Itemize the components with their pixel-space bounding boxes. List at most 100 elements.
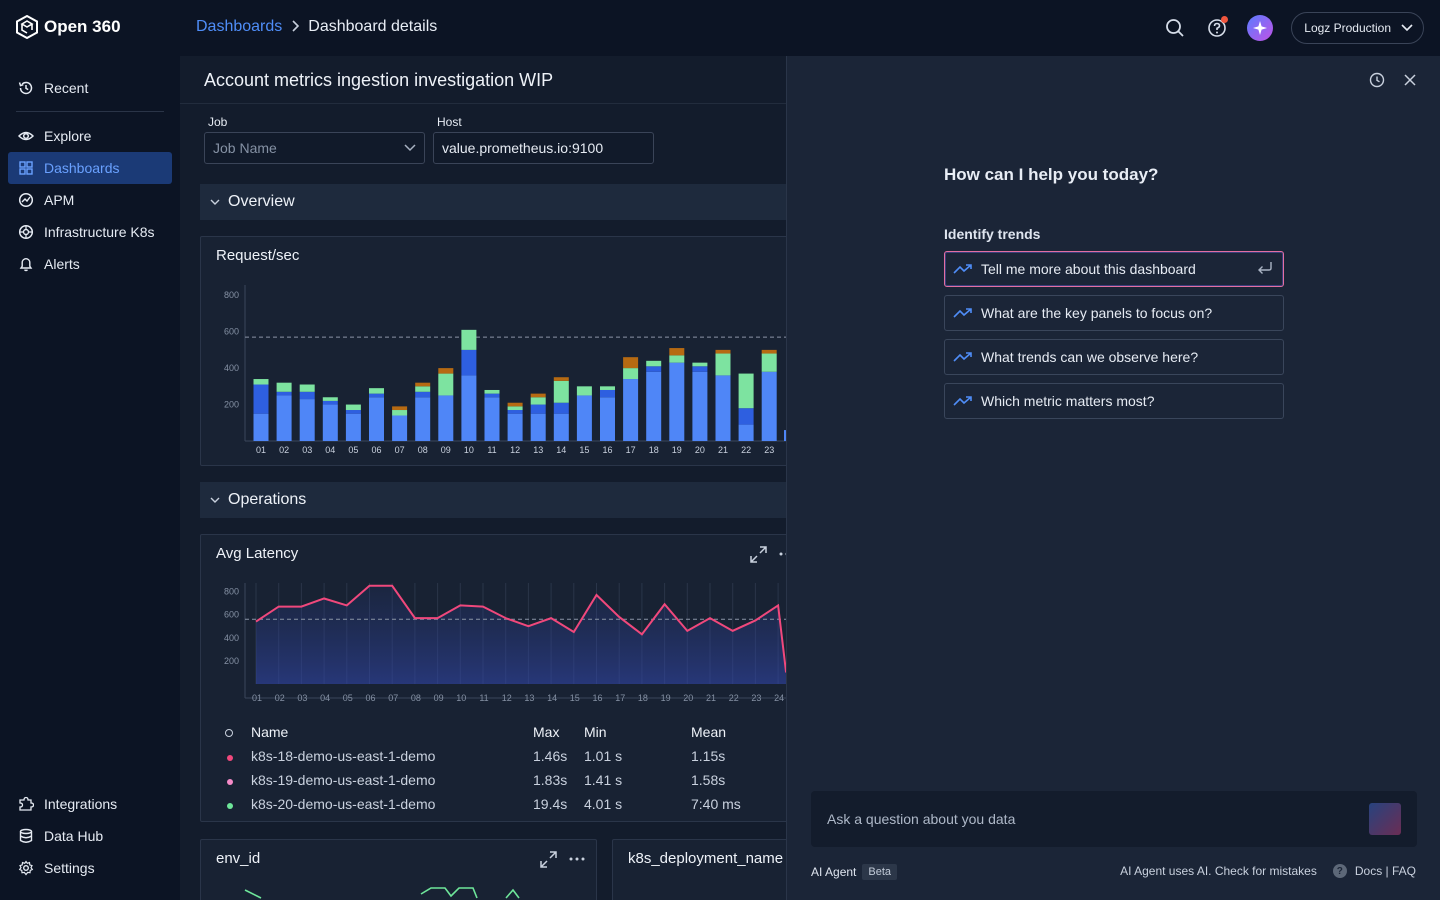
latency-series-line	[255, 584, 786, 673]
panel-title: Request/sec	[216, 247, 300, 264]
trend-up-icon	[953, 396, 972, 406]
suggestion-label: Tell me more about this dashboard	[981, 261, 1196, 277]
env-sparkline	[244, 887, 520, 899]
bar-segment	[623, 379, 639, 441]
x-tick-label: 21	[718, 445, 728, 455]
latency-line-chart: 200 400 600 800 01 02 03 04 05 06 07 08 09 10 11 12 13 14…	[224, 583, 786, 703]
x-tick-label: 14	[547, 693, 557, 703]
bar-segment	[276, 395, 292, 441]
suggestion-button[interactable]: Which metric matters most?	[944, 383, 1284, 419]
breadcrumb-dashboards-link[interactable]: Dashboards	[196, 18, 283, 35]
bar-segment	[646, 366, 662, 372]
sidebar-item-infrastructure-k8s[interactable]: Infrastructure K8s	[8, 216, 172, 248]
panel-title: Avg Latency	[216, 545, 299, 562]
legend-header-max[interactable]: Max	[533, 724, 560, 740]
x-tick-label: 15	[579, 445, 589, 455]
sparkle-icon	[1253, 21, 1268, 35]
bar-segment	[276, 382, 292, 392]
x-tick-label: 13	[533, 445, 543, 455]
y-tick-label: 200	[224, 400, 239, 410]
legend-row[interactable]: k8s-20-demo-us-east-1-demo 19.4s 4.01 s …	[221, 793, 781, 817]
top-actions: Logz Production	[1163, 12, 1424, 44]
legend-row[interactable]: k8s-19-demo-us-east-1-demo 1.83s 1.41 s …	[221, 769, 781, 793]
chevron-down-icon	[1401, 24, 1413, 32]
expand-icon[interactable]	[750, 546, 767, 563]
host-input-value: value.prometheus.io:9100	[442, 140, 604, 156]
brand-logo[interactable]: Open 360	[16, 15, 121, 39]
x-tick-label: 13	[524, 693, 534, 703]
ai-input-placeholder: Ask a question about you data	[827, 811, 1016, 827]
bar-segment	[392, 415, 408, 441]
series-color-dot	[227, 803, 233, 809]
expand-icon[interactable]	[540, 851, 557, 868]
bar-segment	[369, 393, 384, 398]
y-tick-label: 400	[224, 633, 239, 643]
sidebar-item-label: Alerts	[44, 256, 80, 272]
bell-icon	[18, 256, 34, 272]
bar-segment	[623, 357, 639, 369]
x-tick-label: 19	[672, 445, 682, 455]
x-tick-label: 09	[441, 445, 451, 455]
ai-heading: How can I help you today?	[944, 165, 1159, 184]
ai-question-input[interactable]: Ask a question about you data	[811, 791, 1417, 847]
more-icon[interactable]	[779, 552, 786, 556]
help-button[interactable]	[1205, 16, 1229, 40]
sidebar-item-apm[interactable]: APM	[8, 184, 172, 216]
legend-visibility-icon[interactable]	[225, 729, 233, 737]
legend-header: Name Max Min Mean	[221, 721, 781, 745]
sidebar-item-settings[interactable]: Settings	[8, 852, 172, 884]
history-icon[interactable]	[1369, 72, 1385, 88]
row-overview[interactable]: Overview	[200, 184, 786, 220]
x-tick-label: 10	[456, 693, 466, 703]
bar-segment	[646, 360, 662, 367]
bar-segment	[553, 380, 569, 403]
account-select[interactable]: Logz Production	[1291, 12, 1424, 44]
docs-faq-link[interactable]: Docs | FAQ	[1354, 864, 1416, 878]
bar-segment	[345, 413, 361, 441]
suggestion-button[interactable]: What trends can we observe here?	[944, 339, 1284, 375]
bar-segment	[553, 402, 569, 414]
bar-segment	[461, 375, 477, 441]
legend-series-min: 1.41 s	[584, 772, 623, 788]
requests-bar-chart: 200 400 600 800 01 02 03 04 05 06 07 08 09 10 11 12 13 14…	[224, 285, 786, 455]
x-tick-label: 20	[683, 693, 693, 703]
legend-header-mean[interactable]: Mean	[691, 724, 727, 740]
ai-agent-button[interactable]	[1247, 15, 1274, 41]
bar-segment	[322, 400, 338, 405]
bar-segment	[576, 386, 592, 396]
send-button[interactable]	[1369, 803, 1401, 835]
bar-segment	[322, 404, 338, 441]
bar-segment	[322, 397, 338, 401]
x-tick-label: 01	[252, 693, 262, 703]
sidebar-item-dashboards[interactable]: Dashboards	[8, 152, 172, 184]
panel-requests: Request/sec 200 400 600 800 01 02 03 04 05 06 07 08…	[200, 236, 786, 466]
dashboard-area: Account metrics ingestion investigation …	[180, 56, 786, 900]
legend-header-min[interactable]: Min	[584, 724, 607, 740]
row-title: Overview	[228, 193, 295, 210]
x-tick-label: 02	[279, 445, 289, 455]
x-tick-label: 09	[434, 693, 444, 703]
sidebar-item-data-hub[interactable]: Data Hub	[8, 820, 172, 852]
legend-row[interactable]: k8s-18-demo-us-east-1-demo 1.46s 1.01 s …	[221, 745, 781, 769]
bar-segment	[507, 406, 523, 411]
ai-section-title: Identify trends	[944, 226, 1041, 242]
suggestion-button[interactable]: What are the key panels to focus on?	[944, 295, 1284, 331]
more-icon[interactable]	[569, 857, 585, 861]
legend-header-name[interactable]: Name	[251, 724, 289, 740]
close-icon[interactable]	[1404, 74, 1416, 86]
sidebar-item-alerts[interactable]: Alerts	[8, 248, 172, 280]
host-input[interactable]: value.prometheus.io:9100	[433, 132, 654, 164]
job-select[interactable]: Job Name	[204, 132, 425, 164]
sidebar-item-recent[interactable]: Recent	[8, 72, 172, 104]
row-operations[interactable]: Operations	[200, 482, 786, 518]
sidebar-item-integrations[interactable]: Integrations	[8, 788, 172, 820]
x-tick-label: 16	[602, 445, 612, 455]
sidebar-item-label: Explore	[44, 128, 92, 144]
x-tick-label: 05	[348, 445, 358, 455]
search-button[interactable]	[1163, 16, 1187, 40]
bar-segment	[761, 371, 777, 441]
beta-badge: Beta	[862, 864, 898, 880]
sidebar-item-explore[interactable]: Explore	[8, 120, 172, 152]
dashboard-title: Account metrics ingestion investigation …	[204, 70, 554, 90]
suggestion-button[interactable]: Tell me more about this dashboard	[944, 251, 1284, 287]
